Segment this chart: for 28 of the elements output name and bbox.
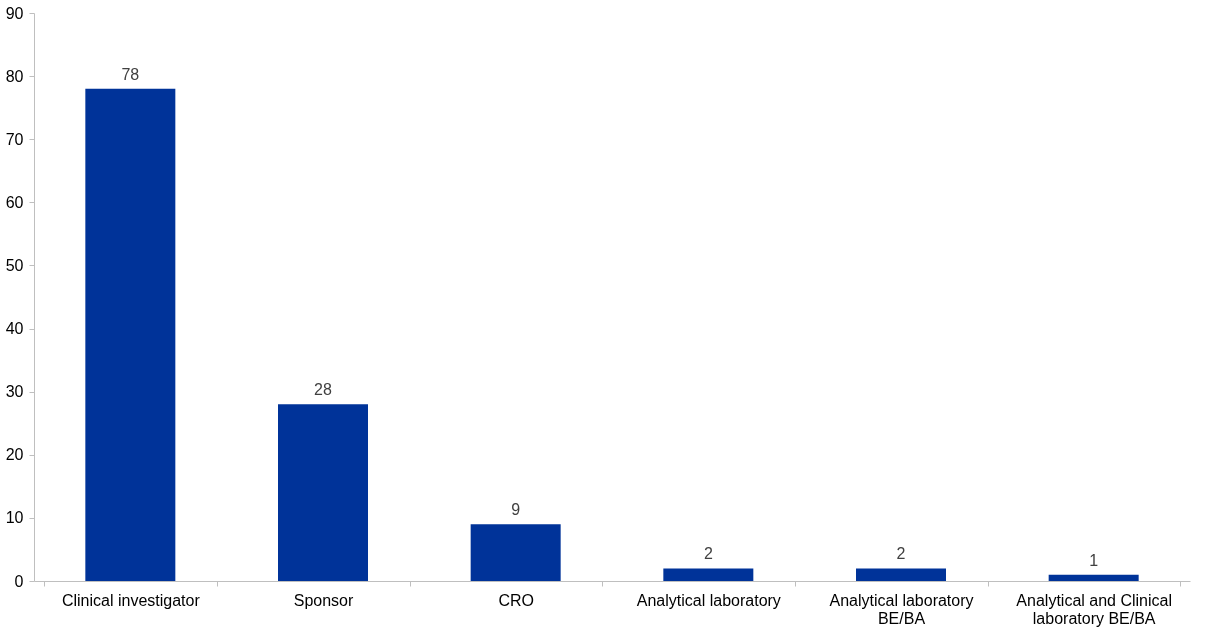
bar <box>856 568 946 581</box>
bar <box>85 88 176 581</box>
y-tick-label: 90 <box>5 4 24 22</box>
y-tick-label: 0 <box>14 572 24 590</box>
y-tick-label: 30 <box>5 383 24 401</box>
y-tick-label: 80 <box>5 67 24 85</box>
data-label: 28 <box>314 381 332 399</box>
x-tick-label: Analytical laboratory <box>636 591 781 609</box>
x-tick-label: Clinical investigator <box>61 591 201 609</box>
y-tick-label: 40 <box>5 320 24 338</box>
data-label: 1 <box>1089 551 1099 569</box>
data-label: 2 <box>896 545 906 563</box>
x-tick-label: Sponsor <box>293 591 354 609</box>
y-tick-label: 10 <box>5 509 24 527</box>
bar <box>663 568 754 581</box>
x-tick-label: CRO <box>498 591 534 609</box>
bar <box>278 404 368 581</box>
bar <box>1048 574 1139 581</box>
bar <box>470 524 561 581</box>
y-tick-label: 50 <box>5 256 24 274</box>
y-tick-label: 60 <box>5 193 24 211</box>
y-tick-label: 70 <box>5 130 24 148</box>
data-label: 78 <box>121 65 140 83</box>
y-tick-label: 20 <box>5 446 24 464</box>
data-label: 2 <box>703 545 713 563</box>
x-tick-label: Analytical laboratory BE/BA <box>829 591 974 627</box>
data-label: 9 <box>511 501 521 519</box>
x-tick-label: Analytical and Clinical laboratory BE/BA <box>1016 591 1172 627</box>
